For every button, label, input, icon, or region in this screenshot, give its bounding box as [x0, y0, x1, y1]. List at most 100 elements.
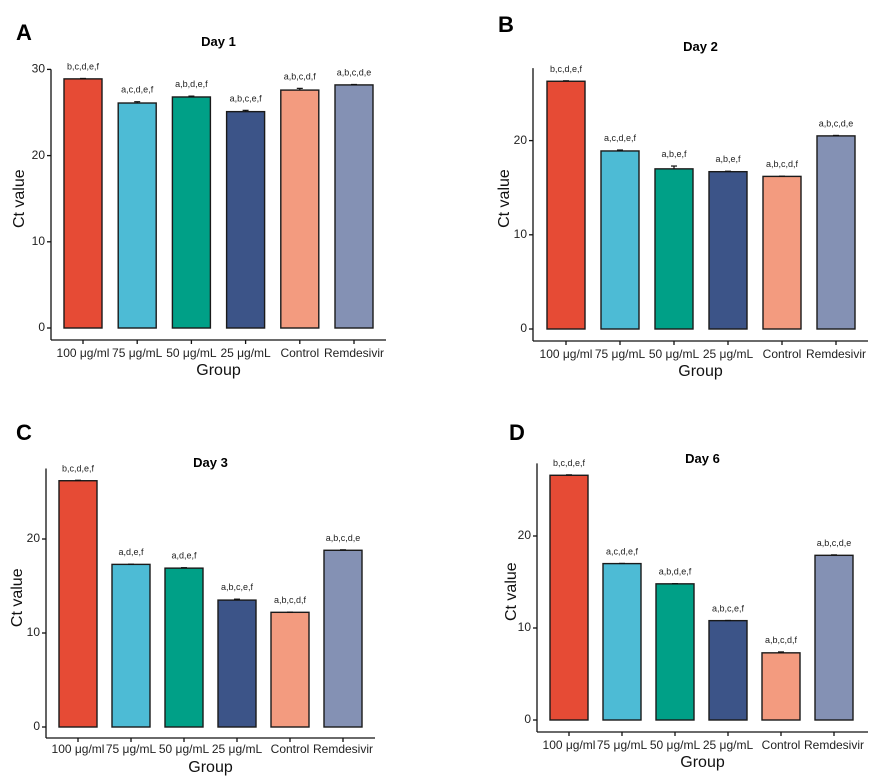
y-tick-label: 10 — [27, 625, 41, 639]
bar-3[interactable] — [655, 583, 695, 721]
y-tick-label: 0 — [520, 321, 527, 335]
significance-label: b,c,d,e,f — [62, 463, 95, 473]
significance-label: a,b,c,d,e — [817, 538, 852, 548]
x-tick-label: 75 μg/mL — [595, 347, 646, 361]
x-axis-title: Group — [678, 363, 723, 380]
chart-panel-a: A Day 1 0 10 20 30 Ct value b,c,d,e,f 100 μg/ml a… — [11, 20, 386, 379]
bar-6[interactable] — [334, 84, 374, 329]
chart-panel-b: B Day 2 0 10 20 Ct value b,c,d,e,f 100 μg/ml a,c… — [496, 12, 868, 380]
significance-label: a,c,d,e,f — [604, 133, 637, 143]
bar-2[interactable] — [602, 562, 642, 721]
panel-letter: D — [509, 420, 525, 445]
bar-5[interactable] — [762, 175, 802, 330]
bar-1[interactable] — [546, 80, 586, 330]
bar-6[interactable] — [816, 135, 856, 330]
x-tick-label: 50 μg/mL — [649, 347, 700, 361]
chart-title: Day 2 — [683, 39, 718, 54]
bar-2[interactable] — [111, 563, 151, 728]
significance-label: a,b,e,f — [715, 154, 741, 164]
significance-label: a,b,c,e,f — [712, 603, 745, 613]
x-tick-label: 75 μg/mL — [106, 742, 157, 756]
x-tick-label: 25 μg/mL — [703, 347, 754, 361]
significance-label: a,b,c,d,f — [284, 71, 317, 81]
bar-5[interactable] — [270, 611, 310, 728]
bar-5[interactable] — [761, 652, 801, 721]
y-tick-label: 20 — [514, 133, 528, 147]
chart-title: Day 6 — [685, 451, 720, 466]
bar-1[interactable] — [58, 480, 98, 728]
panel-letter: C — [16, 420, 32, 445]
significance-label: a,b,d,e,f — [175, 79, 208, 89]
significance-label: a,b,c,d,f — [766, 159, 799, 169]
x-tick-label: Remdesivir — [804, 738, 864, 752]
y-axis-title: Ct value — [9, 568, 26, 627]
y-axis-title: Ct value — [11, 169, 28, 228]
x-tick-label: Control — [280, 346, 319, 360]
chart-title: Day 3 — [193, 455, 228, 470]
x-tick-label: 25 μg/mL — [703, 738, 754, 752]
significance-label: b,c,d,e,f — [553, 458, 586, 468]
y-tick-label: 0 — [33, 719, 40, 733]
bar-6[interactable] — [323, 549, 363, 728]
x-tick-label: 75 μg/mL — [112, 346, 163, 360]
x-tick-label: Remdesivir — [313, 742, 373, 756]
x-tick-label: 25 μg/mL — [220, 346, 271, 360]
bar-2[interactable] — [117, 102, 157, 329]
significance-label: a,d,e,f — [171, 551, 197, 561]
chart-panel-d: D Day 6 0 10 20 Ct value b,c,d,e,f 100 μg/ml a,c… — [503, 420, 868, 771]
significance-label: a,b,c,d,e — [326, 533, 361, 543]
y-axis-title: Ct value — [496, 169, 513, 228]
significance-label: a,b,c,e,f — [221, 582, 254, 592]
chart-panel-c: C Day 3 0 10 20 Ct value b,c,d,e,f 100 μg/ml a,d… — [9, 420, 375, 776]
x-tick-label: 100 μg/ml — [57, 346, 110, 360]
panel-letter: A — [16, 20, 32, 45]
significance-label: a,b,c,e,f — [230, 93, 263, 103]
x-tick-label: 25 μg/mL — [212, 742, 263, 756]
x-tick-label: 100 μg/ml — [52, 742, 105, 756]
y-tick-label: 10 — [32, 234, 46, 248]
x-axis-title: Group — [680, 754, 725, 771]
bar-4[interactable] — [225, 110, 266, 329]
bar-1[interactable] — [63, 78, 103, 329]
y-tick-label: 0 — [524, 712, 531, 726]
bar-4[interactable] — [708, 170, 748, 330]
y-tick-label: 30 — [32, 62, 46, 76]
bar-3[interactable] — [171, 96, 212, 329]
significance-label: a,d,e,f — [118, 547, 144, 557]
x-axis-title: Group — [196, 362, 241, 379]
y-axis-title: Ct value — [503, 562, 520, 621]
y-tick-label: 10 — [514, 227, 528, 241]
x-tick-label: Control — [763, 347, 802, 361]
significance-label: a,b,d,e,f — [659, 567, 692, 577]
x-axis-title: Group — [188, 759, 233, 776]
x-tick-label: Remdesivir — [324, 346, 384, 360]
bar-3[interactable] — [164, 567, 204, 728]
significance-label: a,c,d,e,f — [606, 546, 639, 556]
x-tick-label: Remdesivir — [806, 347, 866, 361]
y-tick-label: 20 — [32, 148, 46, 162]
bar-1[interactable] — [549, 474, 589, 721]
x-tick-label: 75 μg/mL — [597, 738, 648, 752]
bar-5[interactable] — [280, 89, 320, 329]
y-tick-label: 20 — [518, 528, 532, 542]
significance-label: b,c,d,e,f — [67, 61, 100, 71]
significance-label: a,b,c,d,e — [819, 118, 854, 128]
y-tick-label: 10 — [518, 620, 532, 634]
x-tick-label: Control — [762, 738, 801, 752]
bar-4[interactable] — [708, 619, 748, 721]
panel-letter: B — [498, 12, 514, 37]
bar-6[interactable] — [814, 554, 854, 721]
x-tick-label: 50 μg/mL — [166, 346, 217, 360]
x-tick-label: 50 μg/mL — [650, 738, 701, 752]
bar-4[interactable] — [217, 599, 257, 728]
significance-label: a,b,c,d,f — [765, 635, 798, 645]
x-tick-label: 100 μg/ml — [540, 347, 593, 361]
significance-label: b,c,d,e,f — [550, 64, 583, 74]
y-tick-label: 0 — [38, 320, 45, 334]
chart-title: Day 1 — [201, 34, 236, 49]
bar-2[interactable] — [600, 150, 640, 330]
bar-3[interactable] — [654, 168, 694, 330]
y-tick-label: 20 — [27, 531, 41, 545]
x-tick-label: Control — [271, 742, 310, 756]
